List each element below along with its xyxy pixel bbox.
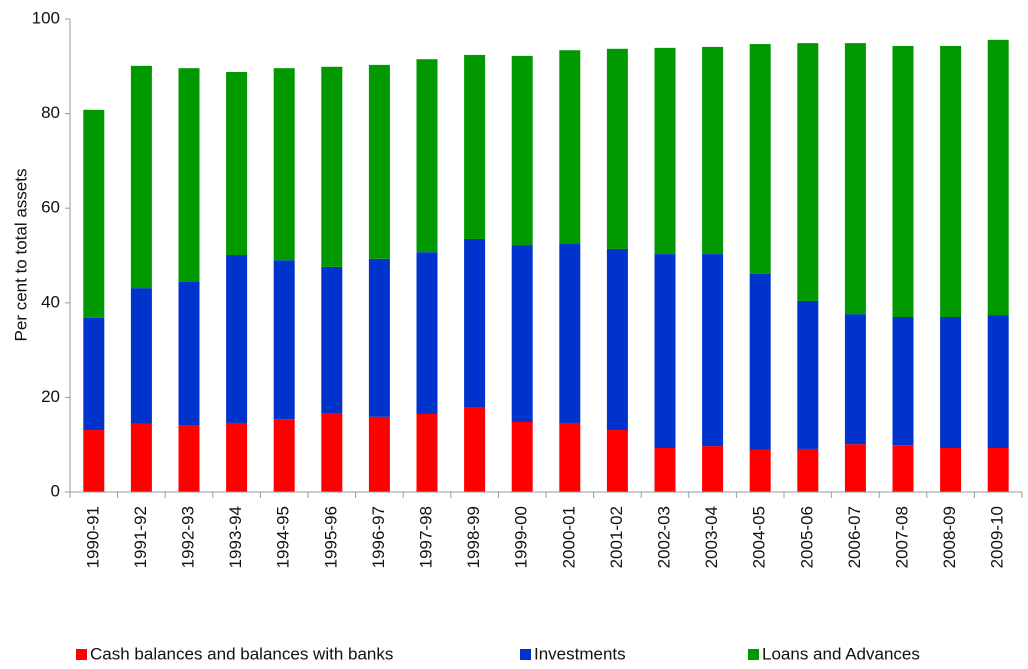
bar-segment (511, 245, 533, 422)
bar-segment (321, 66, 343, 267)
bar-segment (844, 444, 866, 492)
bar-segment (987, 315, 1009, 449)
y-tick-label: 60 (41, 198, 60, 217)
bar-segment (226, 255, 248, 423)
bar-segment (749, 44, 771, 274)
bar-segment (178, 425, 200, 492)
bar-segment (559, 50, 581, 244)
bar-segment (416, 252, 438, 414)
bar-segment (178, 68, 200, 282)
y-tick-label: 0 (51, 481, 60, 500)
bar-segment (892, 316, 914, 446)
y-tick-label: 80 (41, 103, 60, 122)
bar-segment (368, 416, 390, 492)
legend-swatch (520, 649, 531, 660)
bar-segment (797, 300, 819, 449)
bar-segment (511, 421, 533, 492)
bar-segment (130, 423, 152, 492)
x-tick-label: 2007-08 (892, 506, 911, 568)
bar-segment (273, 419, 295, 492)
bar-segment (940, 45, 962, 317)
x-tick-label: 1994-95 (274, 506, 293, 568)
bar-segment (416, 59, 438, 253)
x-tick-label: 1998-99 (464, 506, 483, 568)
bar-segment (844, 314, 866, 445)
bar-segment (797, 43, 819, 301)
bar-segment (368, 64, 390, 259)
bar-segment (940, 448, 962, 492)
x-tick-label: 1995-96 (321, 506, 340, 568)
x-tick-label: 1992-93 (178, 506, 197, 568)
bar-segment (321, 413, 343, 492)
bar-segment (130, 65, 152, 289)
x-tick-label: 2000-01 (559, 506, 578, 568)
bar-segment (654, 448, 676, 492)
bar-segment (464, 54, 486, 239)
x-tick-label: 2005-06 (797, 506, 816, 568)
bar-segment (321, 266, 343, 414)
bar-segment (702, 254, 724, 447)
x-tick-label: 1990-91 (83, 506, 102, 568)
y-tick-label: 40 (41, 292, 60, 311)
bar-segment (464, 407, 486, 492)
bar-segment (368, 258, 390, 417)
x-tick-label: 1997-98 (416, 506, 435, 568)
x-tick-label: 1991-92 (131, 506, 150, 568)
bar-segment (606, 430, 628, 492)
legend-label: Cash balances and balances with banks (90, 644, 393, 663)
x-tick-label: 1993-94 (226, 506, 245, 568)
bar-segment (892, 45, 914, 317)
x-tick-label: 2002-03 (654, 506, 673, 568)
legend-swatch (748, 649, 759, 660)
bar-segment (892, 445, 914, 492)
x-tick-label: 2006-07 (845, 506, 864, 568)
y-tick-label: 100 (32, 8, 60, 27)
x-tick-label: 2004-05 (750, 506, 769, 568)
bar-segment (749, 273, 771, 450)
bar-segment (226, 422, 248, 492)
bar-segment (559, 243, 581, 423)
bar-segment (83, 430, 105, 492)
bar-segment (416, 413, 438, 492)
legend-label: Loans and Advances (762, 644, 920, 663)
y-axis-label: Per cent to total assets (11, 169, 30, 342)
bar-segment (702, 46, 724, 255)
bar-segment (940, 316, 962, 449)
bar-segment (654, 254, 676, 449)
bar-segment (797, 448, 819, 492)
bar-segment (511, 55, 533, 246)
legend-label: Investments (534, 644, 626, 663)
bar-segment (749, 449, 771, 492)
y-tick-label: 20 (41, 387, 60, 406)
x-tick-label: 2001-02 (607, 506, 626, 568)
x-tick-label: 2003-04 (702, 506, 721, 568)
x-tick-label: 2009-10 (988, 506, 1007, 568)
bar-segment (464, 238, 486, 408)
bar-segment (606, 248, 628, 431)
bar-segment (83, 317, 105, 431)
bar-segment (844, 43, 866, 315)
bar-segment (702, 446, 724, 492)
legend-swatch (76, 649, 87, 660)
bar-segment (273, 68, 295, 261)
x-tick-label: 1996-97 (369, 506, 388, 568)
bar-segment (987, 39, 1009, 316)
bar-segment (559, 422, 581, 492)
bar-segment (987, 448, 1009, 492)
bar-segment (226, 71, 248, 256)
x-tick-label: 2008-09 (940, 506, 959, 568)
bar-segment (606, 48, 628, 249)
bar-segment (178, 281, 200, 426)
bar-segment (654, 47, 676, 255)
bar-segment (130, 288, 152, 424)
x-tick-label: 1999-00 (512, 506, 531, 568)
bar-segment (83, 109, 105, 318)
bar-segment (273, 260, 295, 420)
